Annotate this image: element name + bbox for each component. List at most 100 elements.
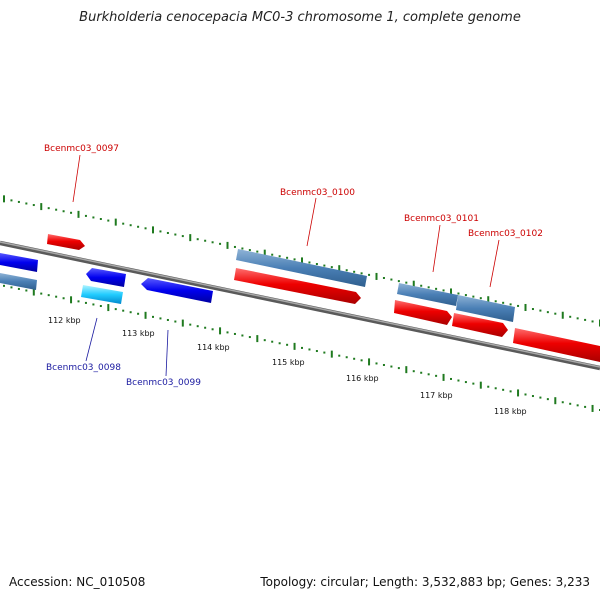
minor-tick [494,387,497,390]
major-tick [450,288,452,296]
major-tick [152,226,154,234]
minor-tick [25,202,28,205]
gene-feature[interactable] [47,234,85,250]
gene-feature[interactable] [234,268,361,304]
minor-tick [420,371,423,374]
minor-tick [25,289,28,292]
minor-tick [531,395,534,398]
minor-tick [47,207,50,210]
minor-tick [353,270,356,273]
map-title: Burkholderia cenocepacia MC0-3 chromosom… [79,10,521,25]
minor-tick [55,208,58,211]
major-tick [181,319,184,327]
minor-tick [77,300,80,303]
minor-tick [576,317,579,320]
minor-tick [293,258,296,261]
minor-tick [397,367,400,370]
gene-feature[interactable] [0,253,38,272]
minor-tick [569,402,572,405]
minor-tick [62,297,65,300]
minor-tick [517,304,520,307]
minor-tick [122,222,125,225]
minor-tick [315,263,318,266]
minor-tick [211,328,214,331]
minor-tick [166,318,169,321]
gene-feature[interactable] [0,273,37,290]
minor-tick [278,255,281,258]
major-tick [226,241,229,249]
tick-label: 117 kbp [420,391,453,400]
minor-tick [226,331,229,334]
minor-tick [32,204,35,207]
minor-tick [569,315,572,318]
minor-tick [196,325,199,328]
major-tick [114,218,117,226]
gene-label-bcenmc03-0101[interactable]: Bcenmc03_0101 [404,214,479,224]
minor-tick [509,303,512,306]
gene-label-bcenmc03-0097[interactable]: Bcenmc03_0097 [44,144,119,154]
major-tick [256,335,259,343]
minor-tick [584,405,587,408]
major-tick [189,234,192,242]
minor-tick [330,266,333,269]
gene-label-bcenmc03-0100[interactable]: Bcenmc03_0100 [280,188,355,198]
major-tick [375,272,378,280]
minor-tick [256,250,259,253]
major-tick [40,203,43,211]
minor-tick [315,350,318,353]
tick-labels: 112 kbp 113 kbp 114 kbp 115 kbp 116 kbp … [48,316,527,416]
minor-tick [539,309,542,312]
major-tick [293,342,296,350]
gene-feature[interactable] [236,249,367,287]
minor-tick [539,396,542,399]
minor-tick [137,225,140,228]
minor-tick [196,238,199,241]
minor-tick [420,284,423,287]
gene-feature[interactable] [86,268,126,287]
minor-tick [99,305,102,308]
minor-tick [129,311,132,314]
minor-tick [70,211,73,214]
minor-tick [561,401,564,404]
gene-feature[interactable] [397,283,458,306]
major-tick [561,311,564,319]
minor-tick [55,295,58,298]
minor-tick [271,253,274,256]
minor-tick [263,339,266,342]
major-tick [517,389,520,397]
major-tick [107,304,110,312]
minor-tick [390,365,393,368]
gene-feature[interactable] [394,300,452,325]
gene-label-bcenmc03-0102[interactable]: Bcenmc03_0102 [468,229,543,239]
minor-tick [233,332,236,335]
major-tick [442,373,445,381]
minor-tick [84,214,87,217]
major-tick [479,381,482,389]
gene-label-bcenmc03-0098[interactable]: Bcenmc03_0098 [46,363,121,373]
minor-tick [576,404,579,407]
major-tick [77,210,80,218]
gene-feature[interactable] [456,295,515,322]
minor-tick [464,294,467,297]
minor-tick [323,351,326,354]
major-tick [70,296,73,304]
minor-tick [17,200,20,203]
forward-strand-genes [47,234,600,362]
minor-tick [345,269,348,272]
gene-feature[interactable] [81,285,123,304]
minor-tick [40,292,43,295]
gene-feature[interactable] [141,278,213,303]
minor-tick [472,295,475,298]
minor-tick [502,388,505,391]
minor-tick [129,224,132,227]
gene-labels: Bcenmc03_0097 Bcenmc03_0098 Bcenmc03_009… [44,144,543,388]
gene-feature[interactable] [452,313,508,337]
gene-feature[interactable] [513,328,600,362]
tick-label: 113 kbp [122,329,155,338]
gene-label-bcenmc03-0099[interactable]: Bcenmc03_0099 [126,378,201,388]
minor-tick [397,280,400,283]
major-tick [405,366,408,374]
minor-tick [368,273,371,276]
tick-label: 118 kbp [494,407,527,416]
minor-tick [382,363,385,366]
